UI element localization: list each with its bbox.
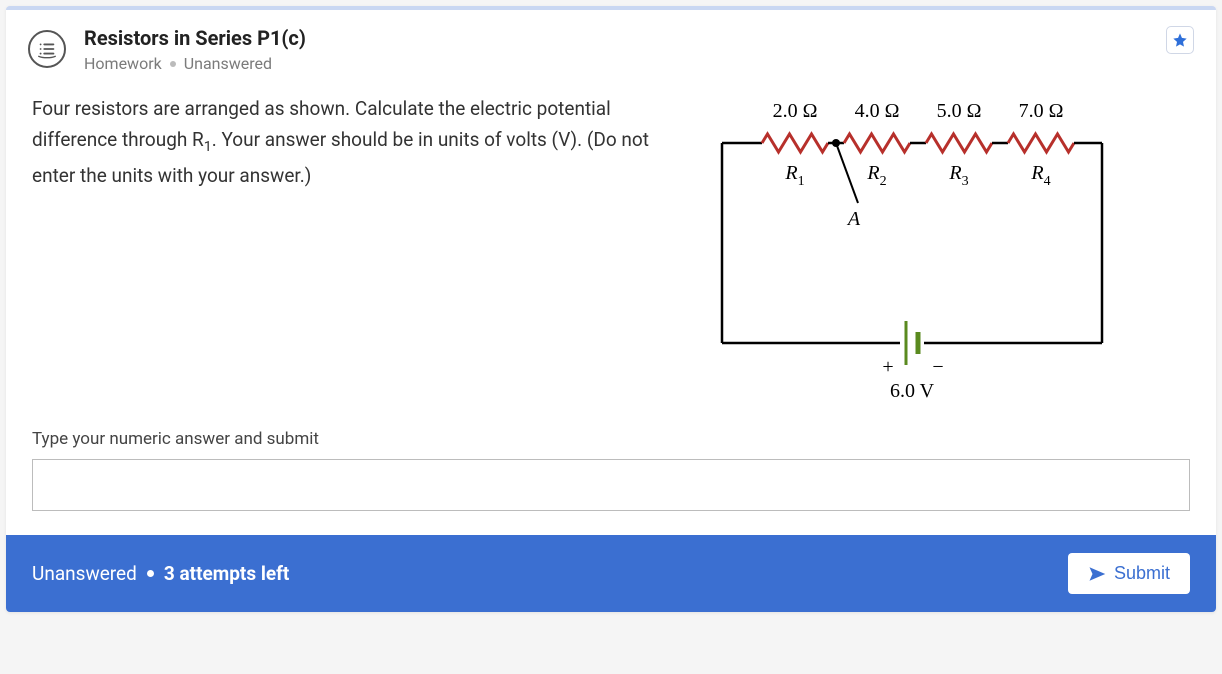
question-subtitle: Homework Unanswered: [84, 54, 1166, 73]
circuit-diagram: 2.0 Ω 4.0 Ω 5.0 Ω 7.0 Ω R1 R2 R3 R4 A + −6.0 V: [702, 93, 1122, 407]
star-icon: [1172, 32, 1188, 48]
svg-text:R3: R3: [948, 162, 968, 189]
attempts-left: 3 attempts left: [164, 562, 290, 585]
svg-text:5.0 Ω: 5.0 Ω: [937, 100, 982, 122]
submit-button[interactable]: Submit: [1068, 553, 1190, 594]
svg-text:6.0 V: 6.0 V: [890, 380, 935, 402]
answer-section: Type your numeric answer and submit: [6, 423, 1216, 535]
separator-dot: [170, 61, 176, 67]
svg-text:4.0 Ω: 4.0 Ω: [855, 100, 900, 122]
question-card: Resistors in Series P1(c) Homework Unans…: [6, 6, 1216, 612]
footer-status: Unanswered 3 attempts left: [32, 562, 289, 585]
separator-dot: [147, 570, 154, 577]
bookmark-button[interactable]: [1166, 26, 1194, 54]
question-header: Resistors in Series P1(c) Homework Unans…: [6, 10, 1216, 83]
send-icon: [1088, 565, 1106, 583]
svg-text:A: A: [846, 208, 861, 230]
svg-text:+: +: [882, 356, 893, 378]
answer-input[interactable]: [32, 459, 1190, 511]
question-footer: Unanswered 3 attempts left Submit: [6, 535, 1216, 612]
question-title: Resistors in Series P1(c): [84, 26, 1166, 50]
submit-button-label: Submit: [1114, 563, 1170, 584]
question-type-icon: [28, 30, 66, 68]
svg-text:R4: R4: [1030, 162, 1050, 189]
answer-input-label: Type your numeric answer and submit: [32, 429, 1190, 449]
question-body: Four resistors are arranged as shown. Ca…: [6, 83, 1216, 423]
svg-text:−: −: [932, 356, 943, 378]
svg-text:R1: R1: [784, 162, 804, 189]
svg-text:7.0 Ω: 7.0 Ω: [1019, 100, 1064, 122]
svg-text:2.0 Ω: 2.0 Ω: [773, 100, 818, 122]
svg-text:R2: R2: [866, 162, 886, 189]
question-category: Homework: [84, 54, 162, 73]
footer-status-text: Unanswered: [32, 562, 137, 585]
question-status: Unanswered: [184, 54, 272, 73]
question-prompt: Four resistors are arranged as shown. Ca…: [32, 93, 672, 407]
